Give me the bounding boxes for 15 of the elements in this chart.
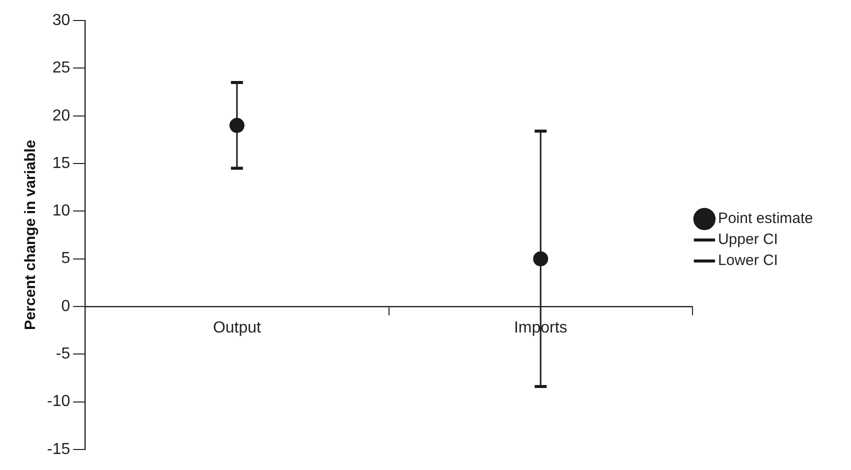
- y-tick-label: 30: [52, 12, 70, 30]
- y-tick-label: 25: [52, 60, 70, 77]
- y-tick-label: 5: [61, 250, 70, 268]
- y-tick-label: 0: [61, 298, 70, 315]
- y-tick-label: 10: [52, 202, 70, 220]
- y-tick-label: -10: [47, 393, 70, 410]
- y-tick-label: -15: [47, 440, 70, 458]
- legend-label: Lower CI: [718, 252, 778, 270]
- y-tick-label: 15: [52, 154, 70, 172]
- legend-label: Point estimate: [718, 210, 813, 228]
- y-tick-label: 20: [52, 107, 70, 124]
- y-axis-title: Percent change in variable: [22, 140, 40, 330]
- y-tick-label: -5: [56, 346, 70, 363]
- x-tick-label: Output: [212, 319, 262, 336]
- legend-label: Upper CI: [718, 231, 778, 248]
